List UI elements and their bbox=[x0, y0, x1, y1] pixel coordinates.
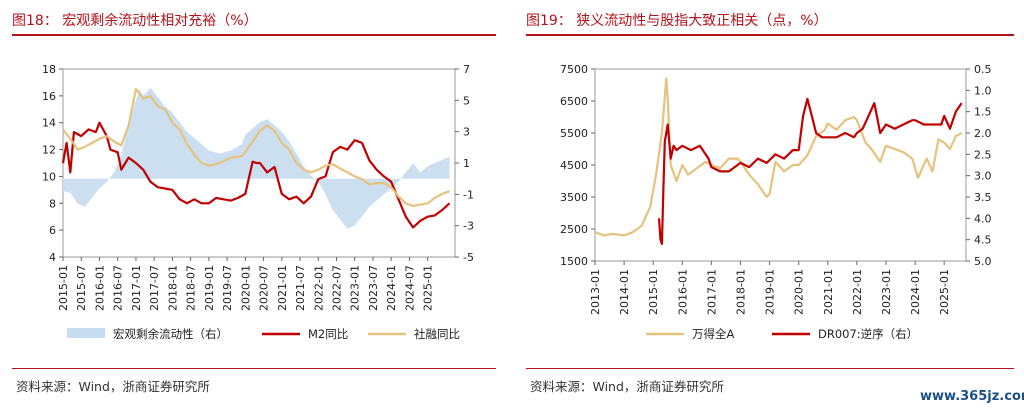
left-ytick-left-label-1: 6 bbox=[49, 224, 56, 237]
left-xtick-label-17: 2023-07 bbox=[367, 265, 380, 311]
left-xtick-label-4: 2017-01 bbox=[130, 265, 143, 311]
right-ytick-left-label-2: 3500 bbox=[560, 191, 588, 204]
right-plot-frame bbox=[594, 68, 967, 262]
left-source-note: 资料来源：Wind，浙商证券研究所 bbox=[16, 379, 210, 394]
left-ytick-right-label-6: 7 bbox=[463, 63, 470, 76]
right-ytick-right-label-9: 5.0 bbox=[974, 255, 992, 268]
right-xtick-label-0: 2013-01 bbox=[589, 269, 602, 315]
right-xtick-label-9: 2022-01 bbox=[851, 269, 864, 315]
right-source-note: 资料来源：Wind，浙商证券研究所 bbox=[530, 379, 724, 394]
left-ytick-left-label-6: 16 bbox=[42, 90, 56, 103]
left-ytick-right-label-4: 3 bbox=[463, 126, 470, 139]
right-ytick-right-label-1: 1.0 bbox=[974, 84, 992, 97]
left-ytick-left-label-4: 12 bbox=[42, 144, 56, 157]
left-xtick-label-19: 2024-07 bbox=[403, 265, 416, 311]
right-xtick-label-12: 2025-01 bbox=[938, 269, 951, 315]
left-xtick-label-20: 2025-01 bbox=[422, 265, 435, 311]
left-xtick-label-8: 2019-01 bbox=[203, 265, 216, 311]
left-ytick-left-label-7: 18 bbox=[42, 63, 56, 76]
left-xtick-label-7: 2018-07 bbox=[185, 265, 198, 311]
left-xtick-label-13: 2021-07 bbox=[294, 265, 307, 311]
left-series-0-area bbox=[63, 87, 450, 229]
right-series-0-line bbox=[594, 77, 963, 237]
left-ytick-right-label-2: -1 bbox=[463, 188, 474, 201]
left-legend-label-2: 社融同比 bbox=[414, 327, 460, 341]
right-xtick-label-6: 2019-01 bbox=[764, 269, 777, 315]
right-title-divider bbox=[526, 34, 1014, 36]
right-xtick-label-3: 2016-01 bbox=[676, 269, 689, 315]
right-ytick-right-label-8: 4.5 bbox=[974, 234, 992, 247]
left-xtick-label-6: 2018-01 bbox=[166, 265, 179, 311]
right-ytick-left-label-5: 6500 bbox=[560, 95, 588, 108]
left-series-1-line bbox=[61, 121, 451, 229]
left-xtick-label-14: 2022-01 bbox=[312, 265, 325, 311]
right-ytick-right-label-3: 2.0 bbox=[974, 127, 992, 140]
right-xtick-label-10: 2023-01 bbox=[880, 269, 893, 315]
right-xtick-label-5: 2018-01 bbox=[734, 269, 747, 315]
right-ytick-left-label-3: 4500 bbox=[560, 159, 588, 172]
left-xtick-label-15: 2022-07 bbox=[330, 265, 343, 311]
left-xtick-label-3: 2016-07 bbox=[112, 265, 125, 311]
right-ytick-right-label-5: 3.0 bbox=[974, 170, 992, 183]
left-ytick-left-label-3: 10 bbox=[42, 170, 56, 183]
left-xtick-label-11: 2020-07 bbox=[258, 265, 271, 311]
right-source-divider bbox=[526, 368, 1014, 369]
left-xtick-label-9: 2019-07 bbox=[221, 265, 234, 311]
left-xtick-label-12: 2021-01 bbox=[276, 265, 289, 311]
left-ytick-left-label-0: 4 bbox=[49, 251, 56, 264]
left-ytick-right-label-1: -3 bbox=[463, 220, 474, 233]
right-xtick-label-2: 2015-01 bbox=[647, 269, 660, 315]
left-source-divider bbox=[12, 368, 496, 369]
left-title-divider bbox=[12, 34, 496, 36]
right-xtick-label-4: 2017-01 bbox=[705, 269, 718, 315]
right-xtick-label-11: 2024-01 bbox=[909, 269, 922, 315]
left-ytick-left-label-2: 8 bbox=[49, 197, 56, 210]
left-ytick-right-label-0: -5 bbox=[463, 251, 474, 264]
right-ytick-right-label-6: 3.5 bbox=[974, 191, 992, 204]
left-xtick-label-0: 2015-01 bbox=[57, 265, 70, 311]
right-legend-label-0: 万得全A bbox=[692, 327, 734, 341]
left-legend-label-1: M2同比 bbox=[308, 327, 348, 341]
right-ytick-right-label-2: 1.5 bbox=[974, 106, 992, 119]
right-series-1-line bbox=[657, 97, 963, 245]
right-chart-title: 图19： 狭义流动性与股指大致正相关（点，%） bbox=[526, 13, 828, 29]
left-xtick-label-16: 2023-01 bbox=[349, 265, 362, 311]
right-ytick-left-label-4: 5500 bbox=[560, 127, 588, 140]
right-xtick-label-1: 2014-01 bbox=[618, 269, 631, 315]
left-xtick-label-1: 2015-07 bbox=[75, 265, 88, 311]
left-xtick-label-2: 2016-01 bbox=[93, 265, 106, 311]
right-legend-label-1: DR007:逆序（右） bbox=[818, 327, 918, 341]
right-ytick-right-label-4: 2.5 bbox=[974, 148, 992, 161]
left-xtick-label-18: 2024-01 bbox=[385, 265, 398, 311]
right-ytick-right-label-7: 4.0 bbox=[974, 212, 992, 225]
right-ytick-left-label-1: 2500 bbox=[560, 223, 588, 236]
right-xtick-label-8: 2021-01 bbox=[822, 269, 835, 315]
left-legend-label-0: 宏观剩余流动性（右） bbox=[113, 327, 228, 341]
left-legend-swatch-0 bbox=[67, 328, 105, 338]
left-ytick-right-label-5: 5 bbox=[463, 94, 470, 107]
right-xtick-label-7: 2020-01 bbox=[793, 269, 806, 315]
left-ytick-right-label-3: 1 bbox=[463, 157, 470, 170]
right-ytick-left-label-6: 7500 bbox=[560, 63, 588, 76]
left-xtick-label-5: 2017-07 bbox=[148, 265, 161, 311]
left-ytick-left-label-5: 14 bbox=[42, 117, 56, 130]
left-series-2-line bbox=[62, 88, 450, 208]
right-ytick-left-label-0: 1500 bbox=[560, 255, 588, 268]
right-ytick-right-label-0: 0.5 bbox=[974, 63, 992, 76]
left-chart-title: 图18： 宏观剩余流动性相对充裕（%） bbox=[12, 13, 258, 29]
left-xtick-label-10: 2020-01 bbox=[239, 265, 252, 311]
site-watermark: www.365jz.com bbox=[920, 386, 1024, 408]
